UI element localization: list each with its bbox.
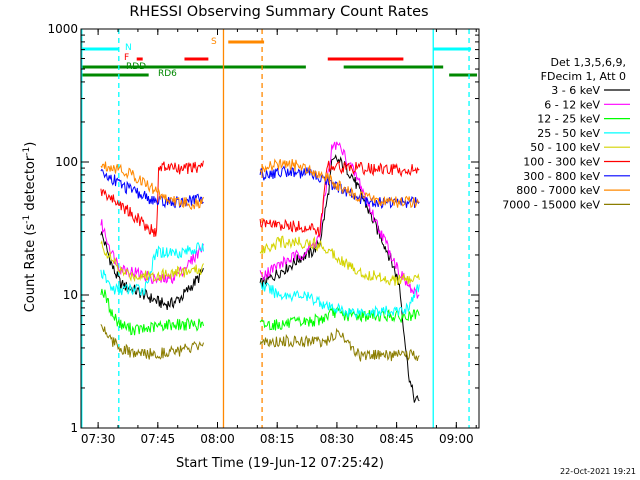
x-tick-label-1: 07:45: [141, 432, 176, 446]
series-line-7: [100, 158, 420, 211]
x-tick-label-2: 08:00: [200, 432, 235, 446]
flag-label-0: N: [125, 43, 132, 53]
y-tick-label-2: 100: [55, 155, 78, 169]
flag-label-3: RDD: [126, 62, 146, 72]
y-axis-label: Count Rate (s-1 detector-1): [22, 142, 38, 313]
legend-entry-3: 25 - 50 keV: [537, 127, 600, 140]
vertical-markers: [81, 29, 470, 428]
legend-entry-0: 3 - 6 keV: [551, 84, 600, 97]
legend-entry-8: 7000 - 15000 keV: [502, 198, 600, 211]
legend: Det 1,3,5,6,9,FDecim 1, Att 03 - 6 keV6 …: [502, 56, 630, 211]
y-tick-label-3: 1000: [47, 22, 78, 36]
flag-label-4: RD6: [158, 69, 177, 79]
flag-label-1: S: [211, 37, 217, 47]
legend-entry-4: 50 - 100 keV: [530, 141, 600, 154]
x-tick-label-5: 08:45: [379, 432, 414, 446]
plot-frame: [80, 28, 480, 429]
legend-entry-1: 6 - 12 keV: [544, 98, 600, 111]
legend-entry-7: 800 - 7000 keV: [516, 184, 600, 197]
chart-title: RHESSI Observing Summary Count Rates: [129, 4, 428, 20]
axes: 07:30 07:45 08:00 08:15 08:30 08:45 09:00 1 10 10…: [47, 22, 480, 446]
series-line-5: [100, 160, 420, 238]
series-line-3: [100, 241, 420, 319]
x-tick-label-3: 08:15: [260, 432, 295, 446]
legend-header-1: FDecim 1, Att 0: [541, 70, 626, 83]
series-line-8: [100, 324, 420, 362]
legend-header-0: Det 1,3,5,6,9,: [550, 56, 626, 69]
x-tick-label-6: 09:00: [439, 432, 474, 446]
y-tick-label-0: 1: [70, 421, 78, 435]
x-tick-label-4: 08:30: [320, 432, 355, 446]
legend-entry-6: 300 - 800 keV: [523, 170, 600, 183]
generation-timestamp: 22-Oct-2021 19:21: [560, 467, 636, 476]
data-series: [100, 141, 420, 403]
legend-entry-5: 100 - 300 keV: [523, 156, 600, 169]
y-tick-label-1: 10: [63, 288, 78, 302]
legend-entry-2: 12 - 25 keV: [537, 113, 600, 126]
x-axis-label: Start Time (19-Jun-12 07:25:42): [176, 456, 384, 471]
flag-label-2: F: [124, 53, 129, 63]
series-line-4: [100, 235, 420, 286]
x-tick-label-0: 07:30: [81, 432, 116, 446]
